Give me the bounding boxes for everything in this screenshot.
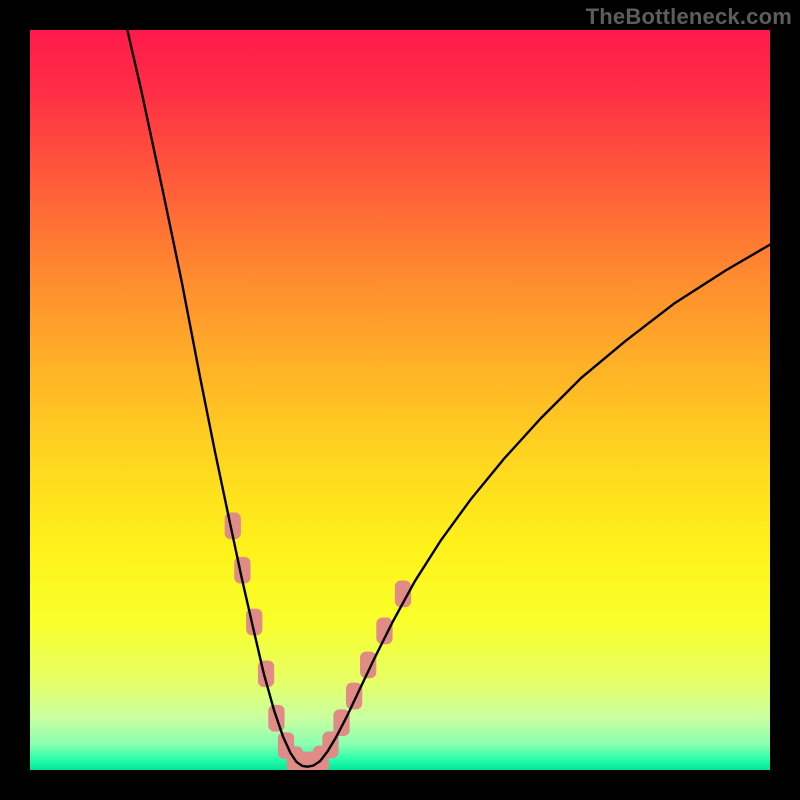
curve-marker xyxy=(360,652,376,679)
chart-plot-area xyxy=(30,30,770,770)
bottleneck-curve-chart xyxy=(30,30,770,770)
watermark-text: TheBottleneck.com xyxy=(586,4,792,30)
chart-background xyxy=(30,30,770,770)
